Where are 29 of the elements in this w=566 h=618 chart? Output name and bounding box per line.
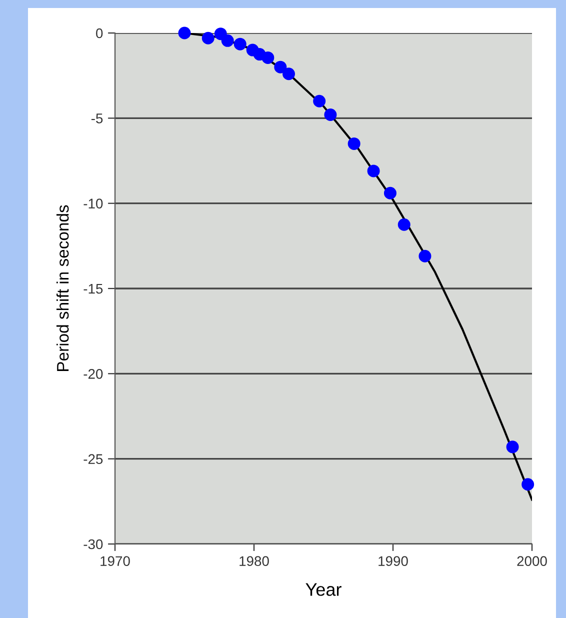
point [178,26,191,40]
point [324,108,337,122]
point [262,51,274,64]
y-tick-label: -20 [84,369,103,379]
y-tick-label: -15 [84,284,103,294]
y-tick-label: -10 [84,198,103,209]
x-tick-label: 1970 [100,556,130,566]
y-axis-title: Period shift in seconds [56,205,69,371]
x-tick-label: 1990 [378,556,408,566]
point [348,137,360,150]
point [398,218,410,231]
point [418,250,432,262]
point [384,186,396,200]
point [506,440,519,454]
x-tick-label: 1980 [240,556,269,566]
y-tick-label: -5 [91,114,103,124]
point [367,164,380,178]
y-tick-label: -30 [84,539,103,550]
point [282,68,295,80]
y-tick-label: -25 [84,454,103,464]
point [522,478,534,491]
x-tick-label: 2000 [517,556,547,566]
y-tick-label: 0 [96,28,103,38]
point [274,60,287,74]
point [202,32,214,44]
x-axis-title: Year [306,583,342,596]
point [234,38,246,50]
point [221,34,234,47]
point [313,94,326,108]
